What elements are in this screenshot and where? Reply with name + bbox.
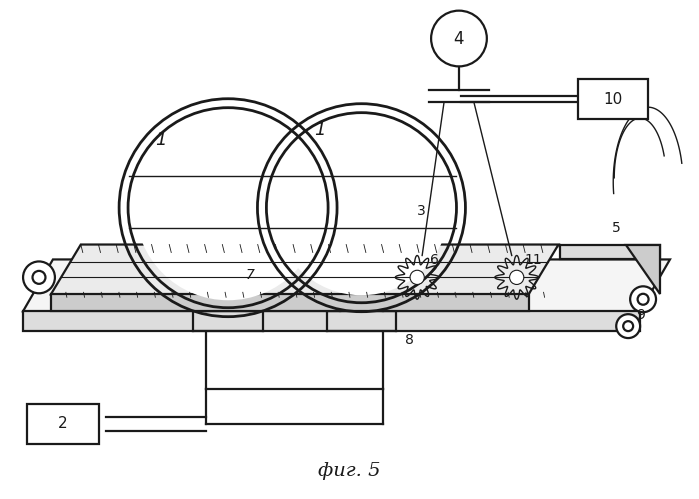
Polygon shape [561,245,660,259]
Text: 1: 1 [314,121,326,139]
Circle shape [637,294,649,305]
Polygon shape [51,294,528,311]
Text: 9: 9 [635,308,644,322]
Text: 4: 4 [454,29,464,47]
Bar [578,79,648,119]
Polygon shape [51,245,559,294]
Polygon shape [626,245,660,294]
Text: 6: 6 [430,253,438,267]
Circle shape [410,270,424,284]
Text: 10: 10 [604,92,623,107]
Text: 11: 11 [525,253,542,267]
Ellipse shape [136,115,321,300]
Bar [27,404,99,444]
Polygon shape [23,311,640,331]
Circle shape [33,271,45,284]
Text: 1: 1 [154,131,166,149]
Circle shape [23,261,55,293]
Text: 3: 3 [417,204,426,218]
Circle shape [431,10,487,66]
Text: 8: 8 [405,333,414,347]
Text: 5: 5 [612,221,621,235]
Text: 2: 2 [58,416,68,431]
Polygon shape [23,259,670,311]
Text: фиг. 5: фиг. 5 [318,463,381,481]
Circle shape [630,286,656,312]
Circle shape [510,270,524,284]
Circle shape [624,321,633,331]
Text: 7: 7 [245,268,254,282]
Ellipse shape [274,120,449,295]
Circle shape [617,314,640,338]
